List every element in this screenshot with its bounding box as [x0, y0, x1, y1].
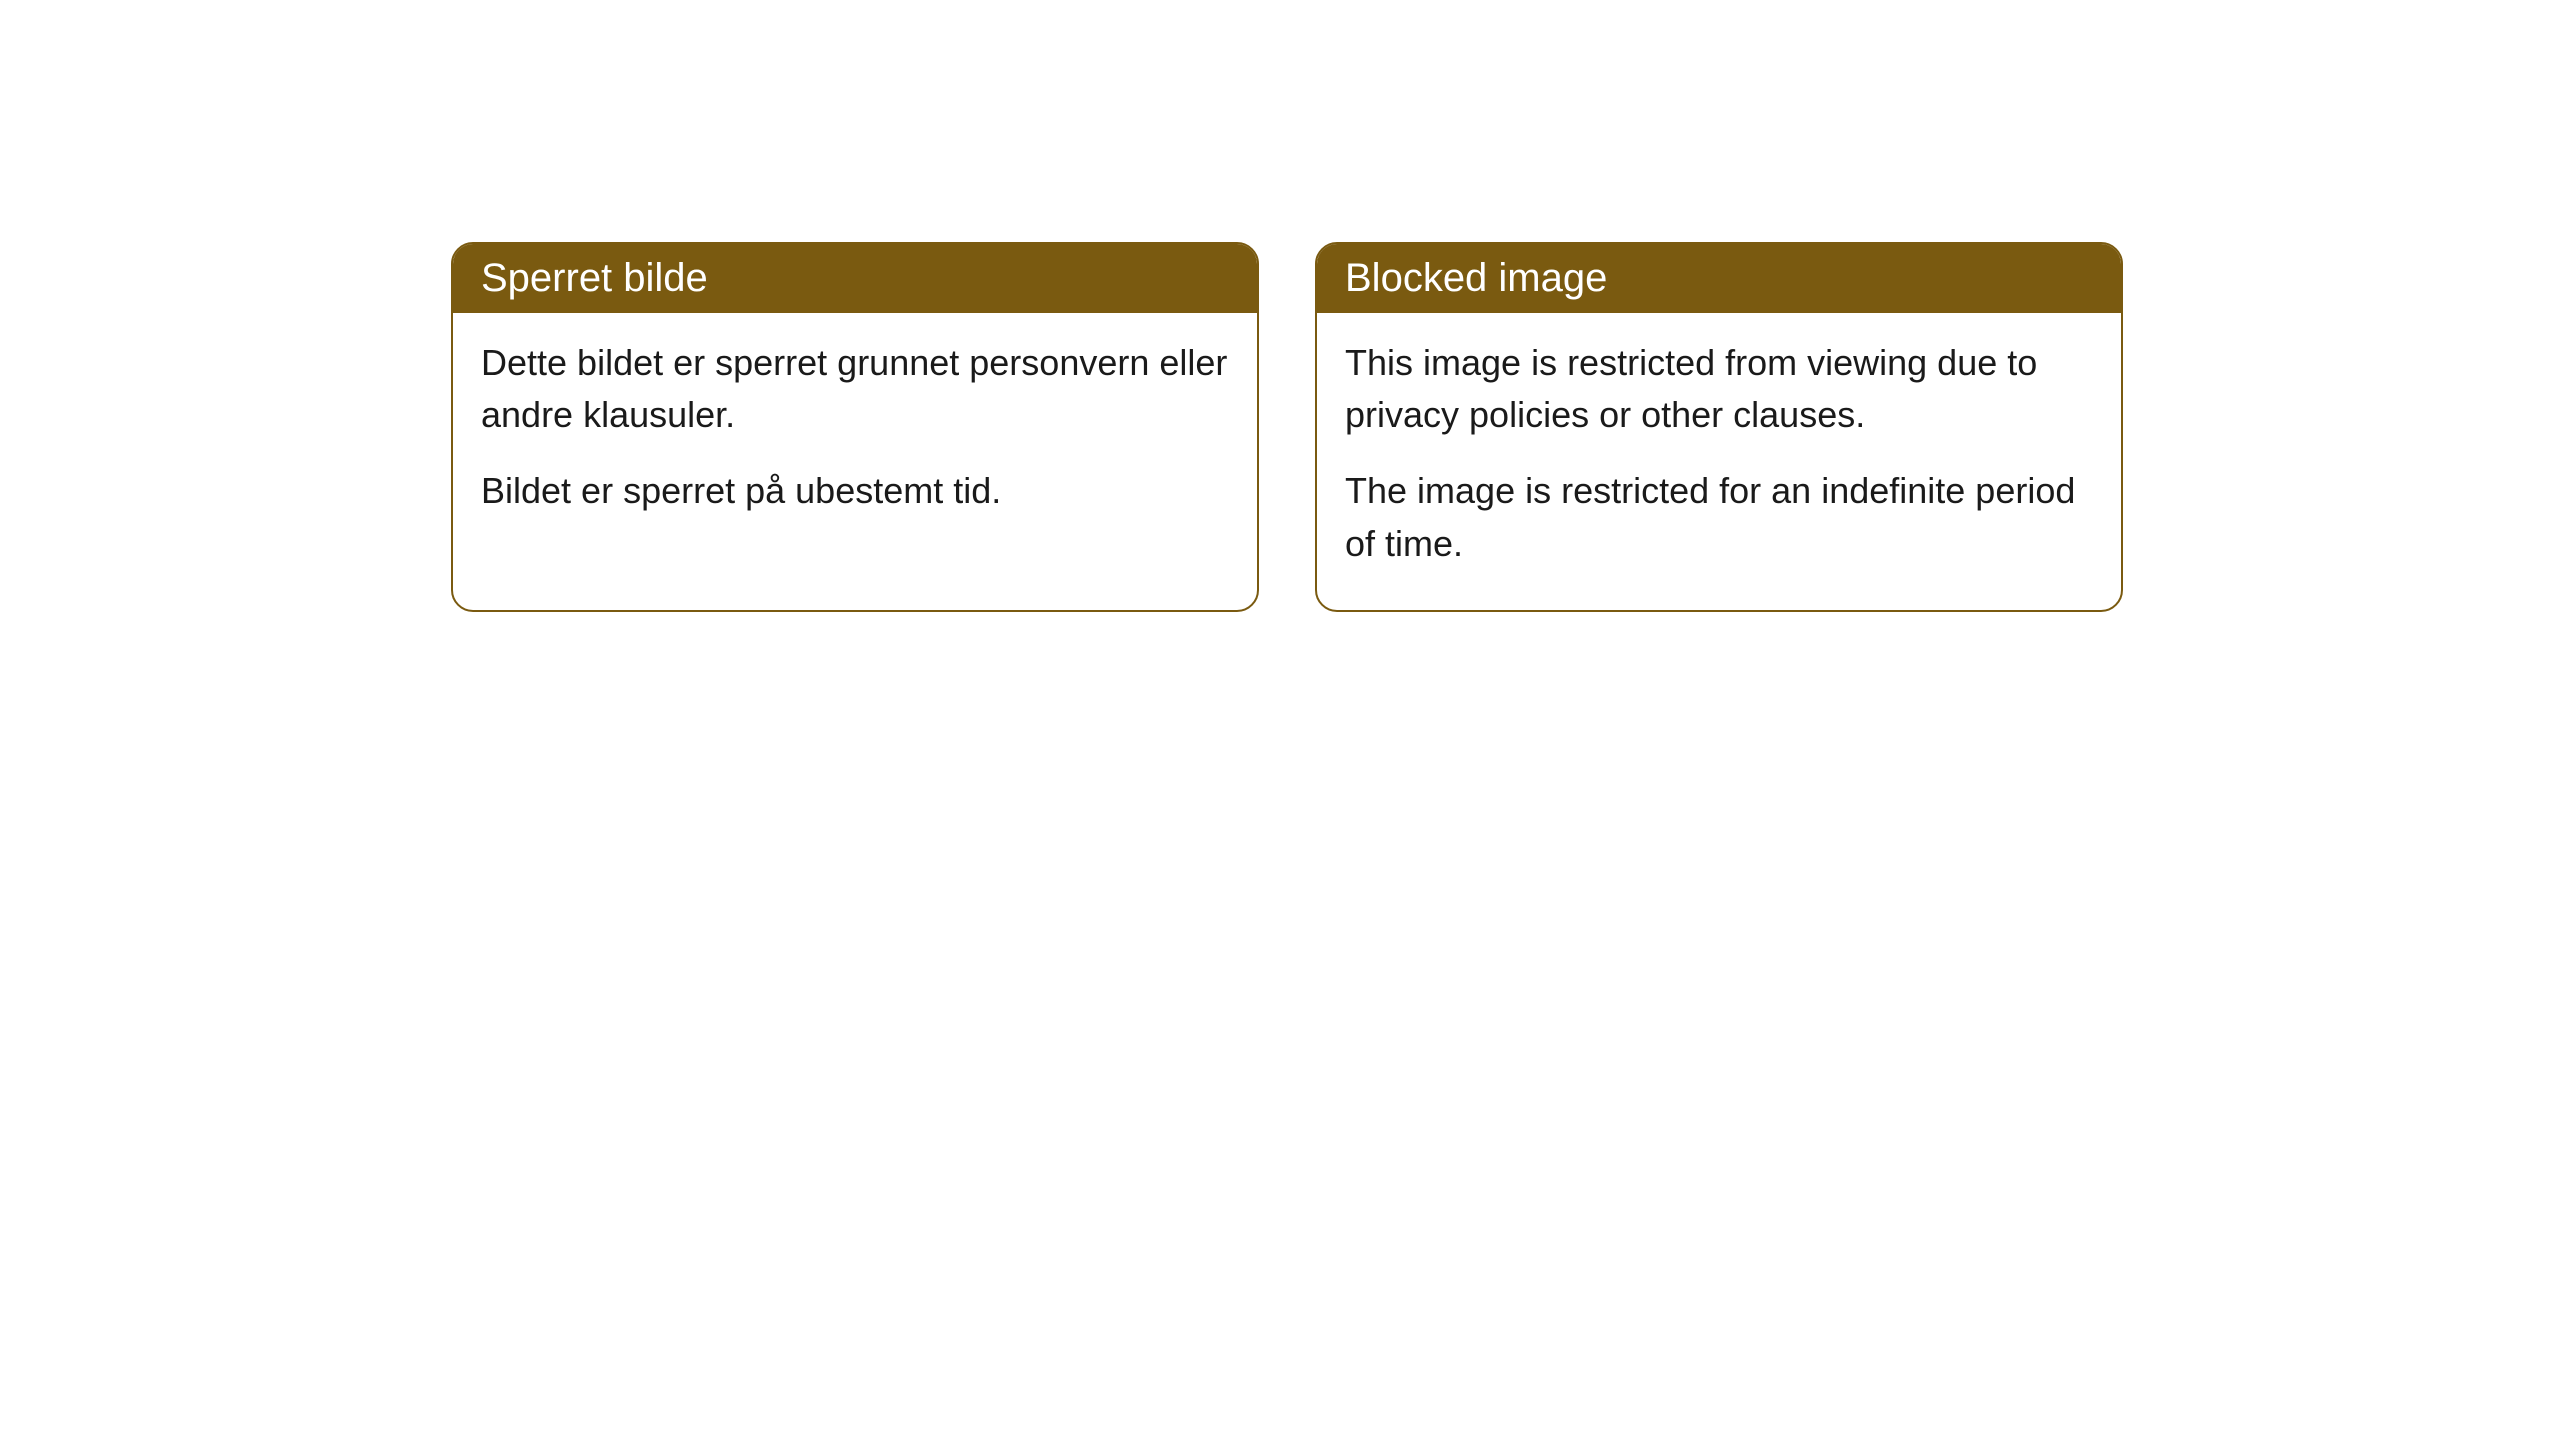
notice-text-line1: Dette bildet er sperret grunnet personve… — [481, 337, 1229, 441]
blocked-image-card-norwegian: Sperret bilde Dette bildet er sperret gr… — [451, 242, 1259, 612]
card-body-english: This image is restricted from viewing du… — [1317, 313, 2121, 610]
card-header-norwegian: Sperret bilde — [453, 244, 1257, 313]
notice-text-line1: This image is restricted from viewing du… — [1345, 337, 2093, 441]
notice-text-line2: Bildet er sperret på ubestemt tid. — [481, 465, 1229, 517]
card-title: Blocked image — [1345, 256, 1607, 300]
card-body-norwegian: Dette bildet er sperret grunnet personve… — [453, 313, 1257, 558]
blocked-image-card-english: Blocked image This image is restricted f… — [1315, 242, 2123, 612]
notice-text-line2: The image is restricted for an indefinit… — [1345, 465, 2093, 569]
card-title: Sperret bilde — [481, 256, 708, 300]
notice-cards-container: Sperret bilde Dette bildet er sperret gr… — [451, 242, 2560, 612]
card-header-english: Blocked image — [1317, 244, 2121, 313]
